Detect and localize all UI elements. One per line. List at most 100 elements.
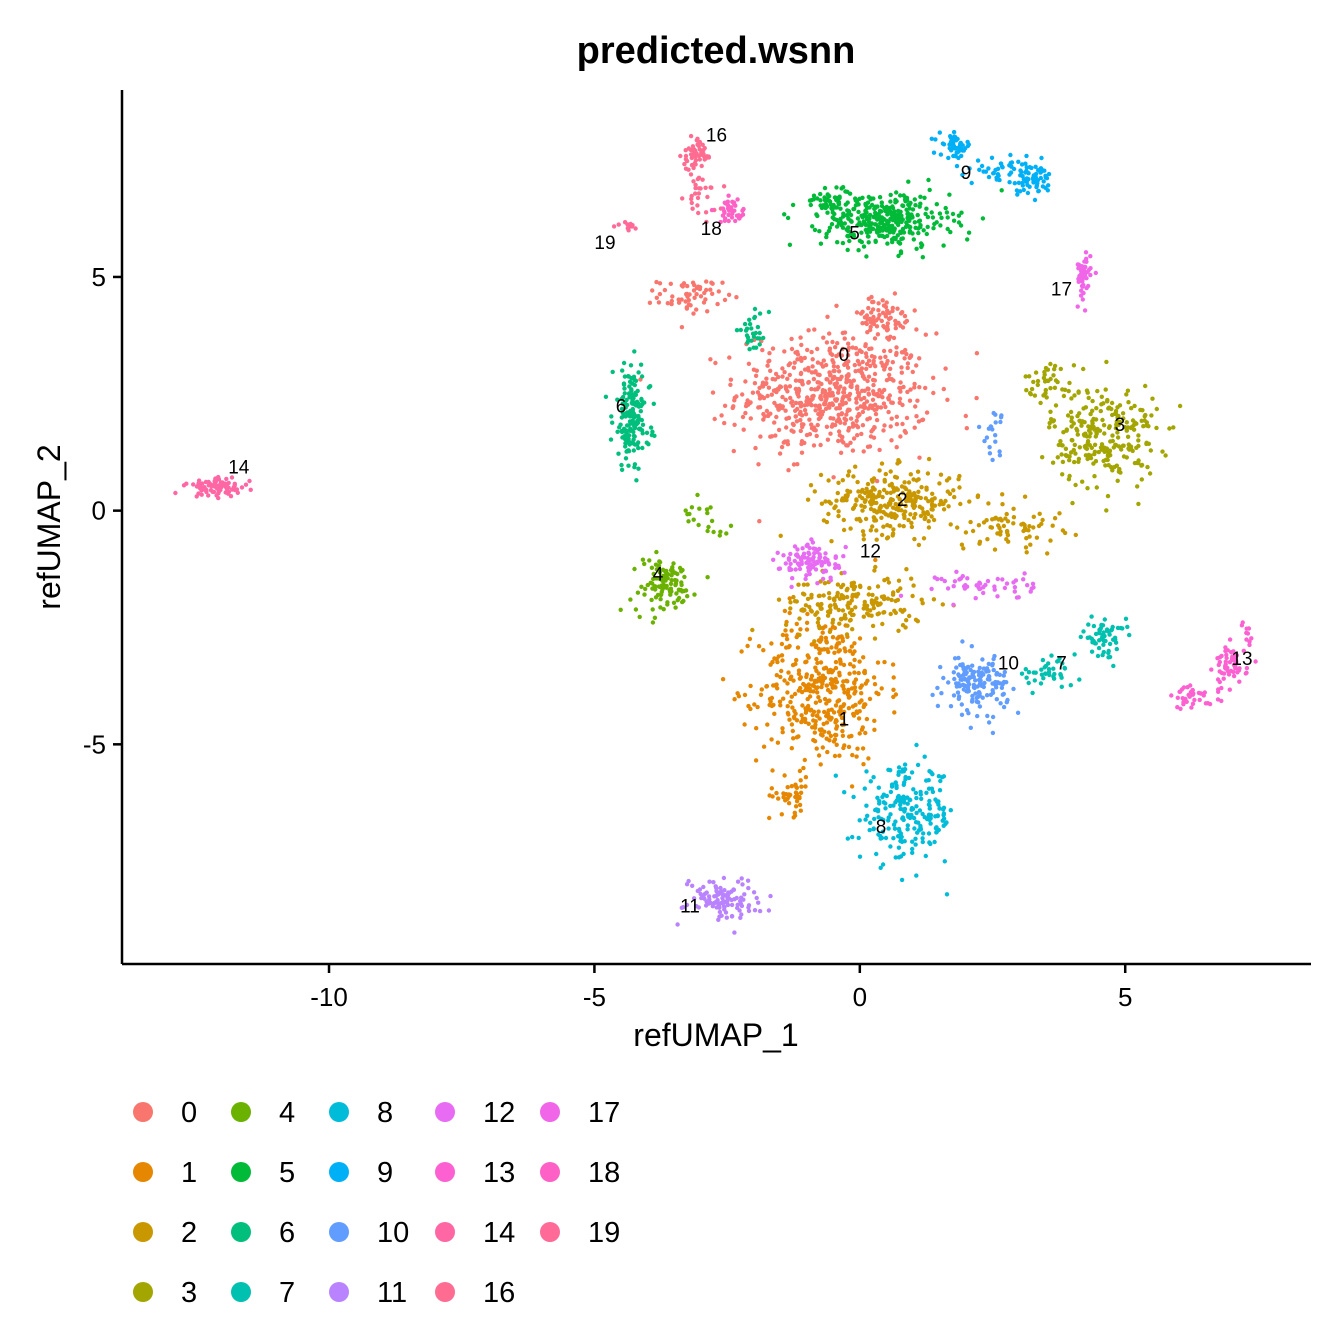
data-point [216,495,221,501]
data-point [903,224,909,229]
data-point [688,172,694,177]
data-point [748,416,753,421]
data-point [1019,671,1025,676]
data-point [706,524,711,530]
data-point [1042,369,1047,375]
data-point [898,193,903,198]
data-point [958,576,963,581]
data-point [830,339,835,345]
data-point [652,585,657,590]
data-point [1097,428,1103,433]
data-point [632,434,637,439]
data-point [684,291,690,297]
data-point [674,591,679,596]
data-point [1045,367,1051,372]
data-point [806,380,811,385]
data-point [866,592,871,597]
data-point [818,472,824,478]
data-point [737,216,742,221]
data-point [898,831,904,836]
data-point [1002,585,1008,591]
legend-item-3: 3 [133,1277,197,1309]
data-point [924,231,929,237]
data-point [798,778,803,783]
data-point [902,356,907,361]
data-point [915,212,920,218]
data-point [1113,408,1119,414]
legend-swatch [231,1222,251,1242]
data-point [652,433,657,438]
data-point [645,582,650,588]
data-point [907,355,912,360]
data-point [979,163,985,169]
data-point [771,557,776,562]
data-point [769,641,774,646]
data-point [765,363,770,368]
legend-swatch [329,1102,349,1122]
data-point [668,581,674,586]
data-point [696,210,701,216]
data-point [913,225,918,230]
data-point [743,410,748,416]
data-point [893,322,898,327]
data-point [750,627,755,633]
data-point [784,633,789,638]
data-point [809,349,814,355]
data-point [863,730,868,736]
data-point [877,801,882,806]
data-point [1039,155,1044,161]
legend-swatch [329,1162,349,1182]
data-point [742,892,747,897]
cluster-3-points [1023,359,1183,513]
data-point [777,451,783,456]
data-point [832,602,838,607]
data-point [880,829,886,834]
data-point [885,308,890,313]
data-point [864,321,869,327]
data-point [929,786,935,791]
data-point [982,438,987,444]
data-point [690,206,695,211]
data-point [1051,418,1057,423]
data-point [785,704,790,709]
data-point [949,148,954,153]
data-point [807,417,812,422]
data-point [1044,395,1049,400]
data-point [881,594,887,599]
data-point [892,710,897,715]
data-point [904,207,909,212]
data-point [832,650,837,655]
data-point [844,594,850,600]
data-point [873,210,878,215]
data-point [918,194,923,199]
legend-item-8: 8 [329,1097,393,1129]
data-point [812,639,817,644]
cluster-label-7: 7 [1056,654,1067,675]
data-point [882,364,888,369]
data-point [1072,442,1078,448]
data-point [974,583,979,588]
data-point [814,212,819,217]
data-point [1015,710,1021,715]
data-point [799,342,804,348]
data-point [911,515,917,520]
data-point [1092,474,1097,479]
data-point [1103,463,1108,468]
data-point [993,433,998,438]
data-point [877,492,882,497]
data-point [1110,433,1115,438]
data-point [909,576,914,581]
data-point [1127,632,1132,638]
data-point [844,632,850,637]
data-point [870,397,876,402]
data-point [895,597,901,603]
data-point [743,379,748,384]
data-point [705,510,710,516]
data-point [665,576,670,581]
data-point [923,211,928,217]
data-point [830,352,835,357]
data-point [247,478,252,484]
data-point [625,412,630,418]
data-point [802,355,807,361]
